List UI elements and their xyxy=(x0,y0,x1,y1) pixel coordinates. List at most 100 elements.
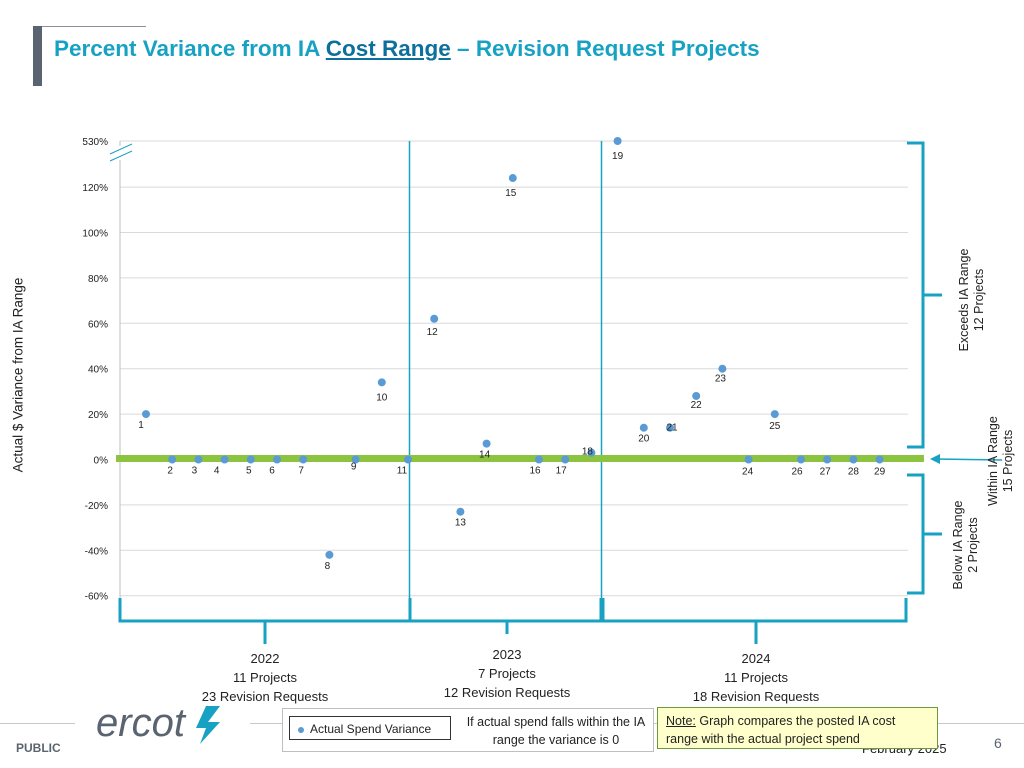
page-number: 6 xyxy=(994,735,1002,751)
within-range-band xyxy=(116,455,924,462)
within-range-label: Within IA Range 15 Projects xyxy=(986,416,1016,506)
y-tick-label: 120% xyxy=(82,183,108,194)
y-tick-label: 20% xyxy=(88,410,108,421)
group-requests: 18 Revision Requests xyxy=(692,689,820,704)
exceeds-range-label: Exceeds IA Range 12 Projects xyxy=(957,249,987,352)
y-tick-label: -40% xyxy=(85,546,108,557)
logo-wordmark: ercot xyxy=(96,701,187,745)
legend-note: If actual spend falls within the IA rang… xyxy=(466,715,646,747)
data-point xyxy=(430,314,439,323)
bracket-name: Exceeds IA Range xyxy=(957,248,971,352)
point-label: 21 xyxy=(666,423,678,434)
group-year: 2024 xyxy=(741,651,771,666)
point-label: 18 xyxy=(582,447,594,458)
point-label: 10 xyxy=(376,392,388,403)
point-label: 11 xyxy=(397,466,408,477)
exceeds-bracket xyxy=(907,141,925,449)
group-requests: 12 Revision Requests xyxy=(443,685,571,700)
zero-band xyxy=(116,455,924,462)
data-point xyxy=(456,507,465,516)
point-label: 24 xyxy=(742,467,754,478)
axis-break-gap xyxy=(104,146,134,160)
point-label: 4 xyxy=(214,466,220,477)
below-bracket xyxy=(907,473,925,595)
logo-bolt-icon xyxy=(196,706,220,744)
point-label: 7 xyxy=(298,466,304,477)
axis-break-line xyxy=(109,150,133,162)
note-box: Note: Graph compares the posted IA cost … xyxy=(657,707,938,749)
group-label-2022: 2022 11 Projects 23 Revision Requests xyxy=(190,649,340,706)
public-label: PUBLIC xyxy=(16,741,61,755)
data-point xyxy=(482,439,491,448)
point-label: 8 xyxy=(325,561,331,572)
data-point xyxy=(194,455,203,464)
point-label: 26 xyxy=(791,467,803,478)
data-point xyxy=(744,455,753,464)
page-title: Percent Variance from IA Cost Range – Re… xyxy=(54,36,760,62)
point-label: 29 xyxy=(874,467,886,478)
point-label: 28 xyxy=(848,467,860,478)
group-year: 2022 xyxy=(250,651,280,666)
point-label: 12 xyxy=(427,327,439,338)
point-label: 2 xyxy=(167,466,173,477)
data-point xyxy=(639,423,648,432)
group-year: 2023 xyxy=(492,647,522,662)
gridlines xyxy=(119,140,908,600)
data-point xyxy=(299,455,308,464)
title-underlined: Cost Range xyxy=(325,36,451,61)
point-label: 15 xyxy=(505,188,517,199)
data-point xyxy=(666,423,674,432)
brackets xyxy=(118,141,1003,644)
y-tick-label: -20% xyxy=(85,501,108,512)
data-point xyxy=(875,455,884,464)
data-point xyxy=(168,455,177,464)
year-bracket xyxy=(408,598,603,623)
within-arrow-line xyxy=(935,458,1003,461)
title-accent-bar xyxy=(33,26,42,86)
point-label: 25 xyxy=(769,421,781,432)
title-prefix: Percent Variance from IA xyxy=(54,36,326,61)
year-bracket xyxy=(601,598,908,623)
point-label: 13 xyxy=(455,518,467,529)
y-tick-labels: 530% 120% 100% 80% 60% 40% 20% 0% -20% -40% -60% xyxy=(82,137,108,603)
data-point xyxy=(142,410,150,419)
data-point xyxy=(797,455,805,464)
group-label-2023: 2023 7 Projects 12 Revision Requests xyxy=(432,645,582,702)
point-label: 20 xyxy=(638,434,650,445)
ercot-logo: ercot xyxy=(96,701,220,745)
bracket-count: 2 Projects xyxy=(966,517,980,573)
data-point xyxy=(770,410,779,419)
point-label: 3 xyxy=(192,466,198,477)
point-label: 9 xyxy=(351,462,357,473)
point-label: 1 xyxy=(138,420,144,431)
axis-break-line xyxy=(109,143,133,155)
group-projects: 7 Projects xyxy=(478,666,536,681)
y-tick-label: -60% xyxy=(85,592,108,603)
point-label: 17 xyxy=(556,466,568,477)
data-point xyxy=(246,455,255,464)
below-range-label: Below IA Range 2 Projects xyxy=(951,501,981,590)
data-point xyxy=(404,455,412,464)
group-requests: 23 Revision Requests xyxy=(201,689,329,704)
data-point xyxy=(377,378,386,387)
legend-box xyxy=(282,708,654,752)
data-point xyxy=(613,137,622,145)
point-label: 6 xyxy=(269,466,275,477)
y-tick-label: 40% xyxy=(88,365,108,376)
point-label: 22 xyxy=(691,400,703,411)
scatter-chart: 530% 120% 100% 80% 60% 40% 20% 0% -20% -40% -60% 1… xyxy=(82,137,1003,644)
title-suffix: – Revision Request Projects xyxy=(450,36,760,61)
data-point xyxy=(220,455,229,464)
y-tick-label: 530% xyxy=(82,137,108,148)
legend-marker-icon xyxy=(298,726,304,733)
y-tick-label: 0% xyxy=(94,456,109,467)
legend-label: Actual Spend Variance xyxy=(310,722,432,736)
data-point xyxy=(535,455,543,464)
data-point xyxy=(718,364,727,373)
data-point xyxy=(849,455,858,464)
group-label-2024: 2024 11 Projects 18 Revision Requests xyxy=(681,649,831,706)
bracket-count: 15 Projects xyxy=(1001,429,1015,493)
group-projects: 11 Projects xyxy=(232,670,298,685)
point-label: 19 xyxy=(612,151,624,162)
